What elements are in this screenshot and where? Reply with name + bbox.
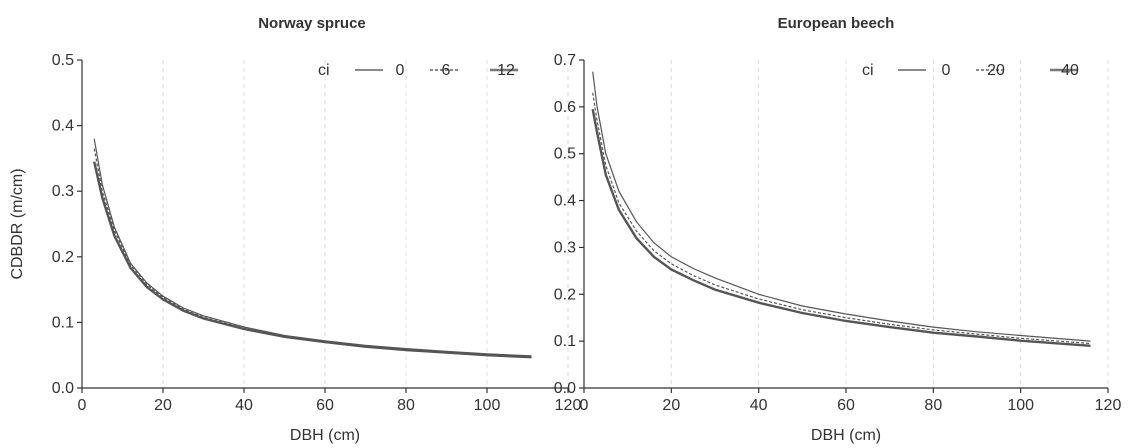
y-tick-label: 0.3 [554,239,576,256]
chart-panel-european-beech: European beech 0.0 0.1 0.2 0.3 0.4 0.5 0.6 0.7 0 2… [554,15,1122,444]
legend-label-ci-0: 0 [942,62,951,79]
y-tick-label: 0.1 [554,333,576,350]
y-tick-label: 0.2 [52,249,74,266]
y-tick-label: 0.0 [554,380,576,397]
series-line-ci-20 [592,92,1091,345]
legend-label-ci-20: 20 [987,62,1005,79]
legend-label-ci-6: 6 [442,62,451,79]
y-tick-label: 0.5 [554,146,576,163]
y-axis-label: CDBDR (m/cm) [9,168,26,279]
series-line-ci-0 [93,138,532,357]
chart-title: Norway spruce [258,15,366,32]
y-tick-label: 0.7 [554,52,576,69]
y-tick-label: 0.2 [554,286,576,303]
x-tick-label: 80 [924,397,942,414]
series-line-ci-0 [592,71,1091,342]
x-tick-label: 0 [580,397,589,414]
y-tick-label: 0.4 [554,193,576,210]
y-tick-label: 0.1 [52,314,74,331]
x-tick-label: 60 [316,397,334,414]
x-axis-label: DBH (cm) [811,427,881,444]
x-tick-label: 20 [154,397,172,414]
y-tick-label: 0.3 [52,183,74,200]
legend-label-ci-12: 12 [497,62,515,79]
legend-label-ci-40: 40 [1061,62,1079,79]
y-tick-label: 0.0 [52,380,74,397]
series-line-ci-12 [93,161,532,359]
x-tick-label: 0 [78,397,87,414]
y-tick-label: 0.4 [52,118,74,135]
x-tick-label: 40 [235,397,253,414]
x-tick-label: 60 [837,397,855,414]
legend-title: ci [318,62,330,79]
legend-label-ci-0: 0 [396,62,405,79]
x-tick-label: 100 [474,397,501,414]
x-axis-label: DBH (cm) [290,427,360,444]
x-tick-label: 120 [555,397,582,414]
x-tick-label: 20 [662,397,680,414]
x-tick-label: 40 [750,397,768,414]
x-tick-label: 120 [1095,397,1122,414]
y-tick-label: 0.6 [554,99,576,116]
x-tick-label: 100 [1007,397,1034,414]
series-line-ci-6 [93,148,532,358]
x-tick-label: 80 [397,397,415,414]
chart-title: European beech [778,15,895,32]
y-tick-label: 0.5 [52,52,74,69]
legend-title: ci [862,62,874,79]
series-line-ci-40 [591,108,1091,347]
